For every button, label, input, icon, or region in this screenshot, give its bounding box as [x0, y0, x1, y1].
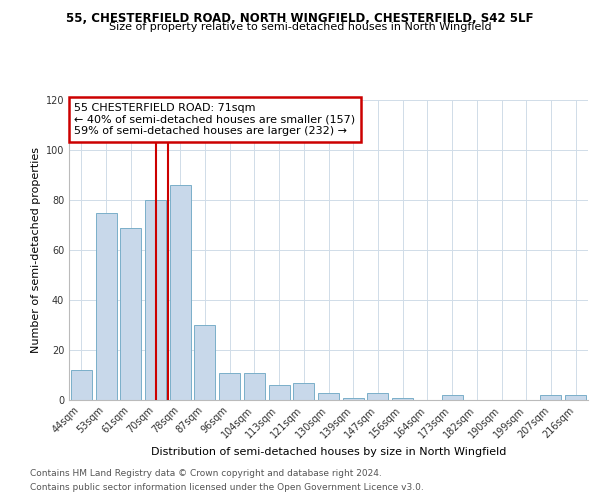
Text: Contains public sector information licensed under the Open Government Licence v3: Contains public sector information licen… — [30, 484, 424, 492]
Y-axis label: Number of semi-detached properties: Number of semi-detached properties — [31, 147, 41, 353]
Bar — [145, 200, 166, 400]
Bar — [120, 228, 141, 400]
Bar — [541, 395, 562, 400]
Text: Size of property relative to semi-detached houses in North Wingfield: Size of property relative to semi-detach… — [109, 22, 491, 32]
Bar — [194, 325, 215, 400]
Text: 55 CHESTERFIELD ROAD: 71sqm
← 40% of semi-detached houses are smaller (157)
59% : 55 CHESTERFIELD ROAD: 71sqm ← 40% of sem… — [74, 103, 355, 136]
Bar — [293, 382, 314, 400]
Text: Contains HM Land Registry data © Crown copyright and database right 2024.: Contains HM Land Registry data © Crown c… — [30, 468, 382, 477]
Bar — [318, 392, 339, 400]
Bar — [392, 398, 413, 400]
Bar — [219, 372, 240, 400]
Bar — [95, 212, 116, 400]
Bar — [367, 392, 388, 400]
Bar — [244, 372, 265, 400]
Bar — [565, 395, 586, 400]
Text: 55, CHESTERFIELD ROAD, NORTH WINGFIELD, CHESTERFIELD, S42 5LF: 55, CHESTERFIELD ROAD, NORTH WINGFIELD, … — [66, 12, 534, 26]
Bar — [269, 385, 290, 400]
Bar — [442, 395, 463, 400]
Bar — [170, 185, 191, 400]
Bar — [71, 370, 92, 400]
X-axis label: Distribution of semi-detached houses by size in North Wingfield: Distribution of semi-detached houses by … — [151, 446, 506, 456]
Bar — [343, 398, 364, 400]
